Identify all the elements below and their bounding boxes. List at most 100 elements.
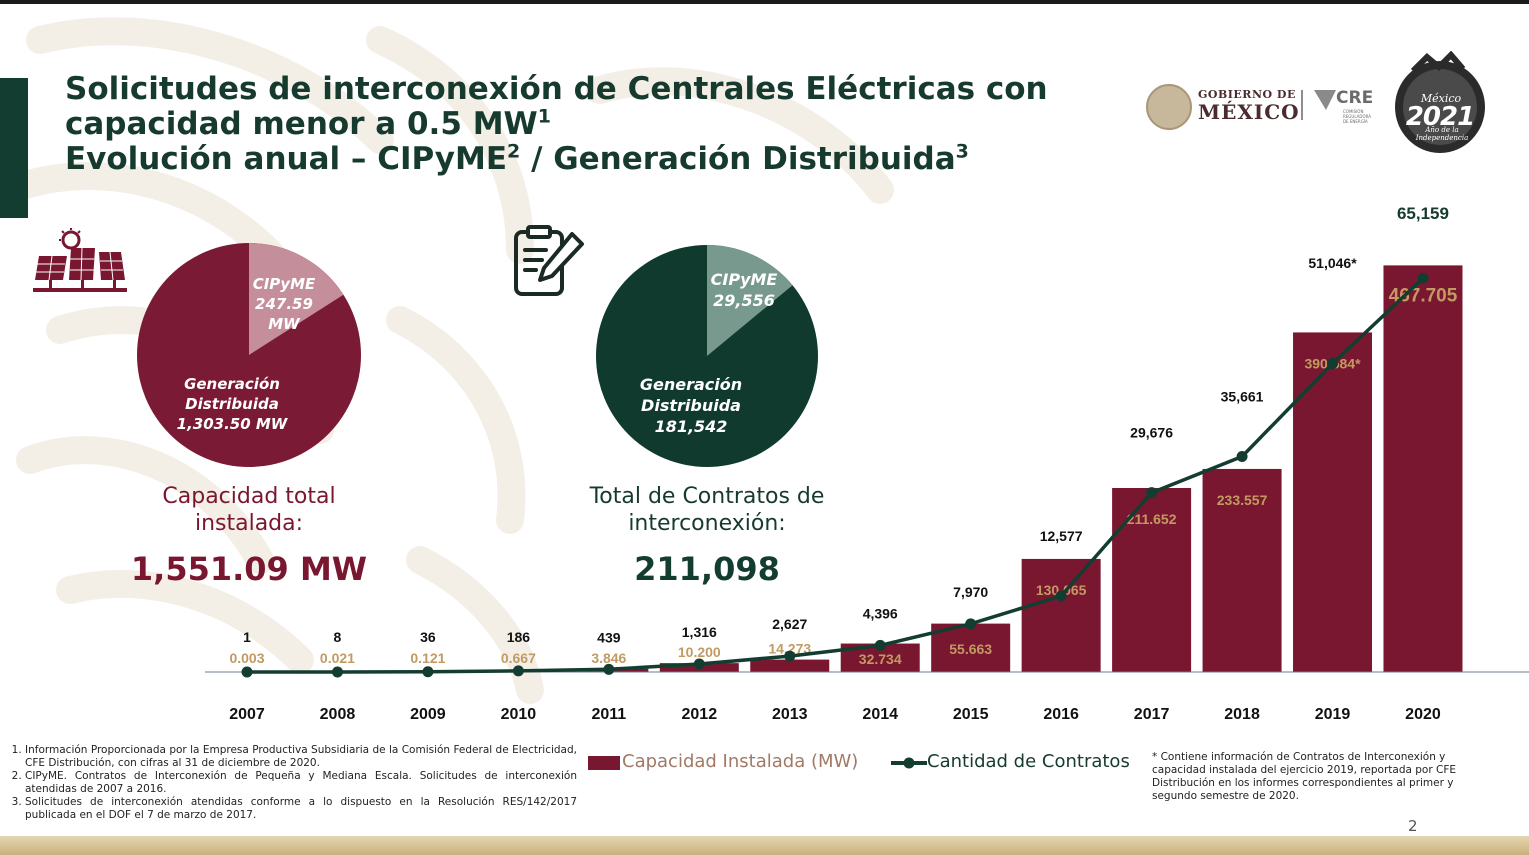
- top-border: [0, 0, 1529, 4]
- capacity-gd-name-2: Distribuida: [185, 395, 279, 413]
- bar-2019: [1293, 332, 1373, 672]
- title-line-1: Solicitudes de interconexión de Centrale…: [65, 71, 1048, 107]
- contracts-point-2012: [693, 658, 705, 670]
- cre-subtitle: COMISIÓN REGULADORA DE ENERGÍA: [1343, 109, 1371, 124]
- bar-value-label-2013: 14.273: [768, 641, 811, 657]
- bottom-band: [0, 836, 1529, 855]
- contracts-cipyme-name: CIPyME: [710, 270, 778, 289]
- contracts-point-2016: [1055, 590, 1067, 602]
- x-tick-label-2009: 2009: [410, 706, 446, 723]
- capacity-cipyme-value: 247.59: [255, 295, 313, 313]
- contracts-gd-name-1: Generación: [639, 375, 743, 394]
- title-line-2: capacidad menor a 0.5 MW: [65, 106, 538, 142]
- bar-value-label-2012: 10.200: [678, 644, 721, 660]
- title-line-3b: / Generación Distribuida: [520, 141, 956, 177]
- contracts-value-label-2019: 51,046*: [1308, 255, 1357, 271]
- badge-text-year: 2021: [1405, 102, 1475, 132]
- x-tick-label-2019: 2019: [1315, 706, 1351, 723]
- gobierno-de-text: GOBIERNO DE: [1198, 88, 1296, 101]
- contracts-value-label-2011: 439: [597, 629, 621, 645]
- bar-2018: [1202, 468, 1282, 672]
- contracts-cipyme-value: 29,556: [713, 291, 775, 310]
- footnote-3: Solicitudes de interconexión atendidas c…: [25, 796, 577, 822]
- contracts-gd-value: 181,542: [654, 417, 728, 436]
- bar-value-label-2017: 211.652: [1127, 511, 1177, 527]
- contracts-gd-name-2: Distribuida: [641, 396, 741, 415]
- contracts-point-2020: [1417, 272, 1429, 284]
- national-seal-icon: [1146, 84, 1192, 130]
- contracts-point-2010: [512, 665, 524, 677]
- x-tick-label-2012: 2012: [682, 706, 718, 723]
- bar-2020: [1383, 265, 1463, 672]
- bar-2016: [1021, 558, 1101, 672]
- bar-value-label-2011: 3.846: [591, 650, 626, 666]
- contracts-value-label-2020: 65,159: [1397, 204, 1449, 223]
- contract-document-icon: [514, 225, 584, 296]
- capacity-total-label: Capacidad total instalada:: [162, 484, 336, 536]
- contracts-value-label-2016: 12,577: [1040, 528, 1083, 544]
- capacity-cipyme-name: CIPyME: [252, 275, 316, 293]
- mexico-2021-badge: [1395, 51, 1485, 153]
- bar-value-label-2018: 233.557: [1217, 492, 1268, 508]
- contracts-value-label-2007: 1: [243, 629, 251, 645]
- bar-value-label-2009: 0.121: [410, 650, 445, 666]
- legend-bar-label: Capacidad Instalada (MW): [622, 751, 859, 772]
- contracts-point-2019: [1327, 358, 1339, 370]
- government-logos: GOBIERNO DE MÉXICO CRE COMISIÓN REGULADO…: [1146, 78, 1386, 134]
- capacity-pie-slice-cipyme: [249, 243, 344, 355]
- contracts-value-label-2010: 186: [507, 629, 531, 645]
- cre-logo-icon: [1314, 90, 1336, 110]
- solar-panel-icon: [33, 228, 127, 292]
- contracts-value-label-2014: 4,396: [863, 605, 898, 621]
- capacity-cipyme-unit: MW: [268, 315, 300, 333]
- contracts-point-2011: [603, 663, 615, 675]
- contracts-pie-gd-label: Generación Distribuida 181,542: [620, 374, 762, 437]
- bar-value-label-2010: 0.667: [501, 650, 536, 666]
- contracts-value-label-2009: 36: [420, 629, 436, 645]
- legend-line-swatch: [891, 757, 927, 769]
- bar-value-label-2020: 467.705: [1389, 285, 1458, 306]
- contracts-point-2009: [422, 666, 434, 678]
- contracts-value-label-2015: 7,970: [953, 584, 988, 600]
- legend-bar-swatch: [588, 756, 620, 770]
- badge-text-mexico: México: [1420, 92, 1462, 105]
- contracts-pie-slice-cipyme: [707, 245, 793, 356]
- contracts-point-2014: [874, 639, 886, 651]
- capacity-total-value: 1,551.09 MW: [130, 550, 368, 588]
- footnotes: Información Proporcionada por la Empresa…: [8, 744, 577, 822]
- capacity-gd-value: 1,303.50 MW: [176, 415, 288, 433]
- footnote-1: Información Proporcionada por la Empresa…: [25, 744, 577, 770]
- contracts-value-label-2008: 8: [334, 629, 342, 645]
- cre-logo-text: CRE: [1336, 88, 1374, 108]
- x-tick-label-2011: 2011: [591, 706, 626, 723]
- contracts-value-label-2012: 1,316: [682, 624, 717, 640]
- footnote-ref-3: 3: [955, 140, 969, 163]
- bar-2013: [750, 659, 830, 672]
- contracts-point-2017: [1146, 487, 1158, 499]
- contracts-point-2007: [241, 666, 253, 678]
- x-tick-label-2008: 2008: [320, 706, 356, 723]
- slide-title: Solicitudes de interconexión de Centrale…: [65, 72, 1048, 177]
- x-tick-label-2015: 2015: [953, 706, 989, 723]
- capacity-pie-cipyme-label: CIPyME 247.59 MW: [230, 274, 338, 334]
- bar-2017: [1112, 487, 1192, 672]
- contracts-series-line: [247, 277, 1425, 674]
- x-tick-label-2010: 2010: [501, 706, 537, 723]
- title-line-3a: Evolución anual – CIPyME: [65, 141, 508, 177]
- badge-text-subtitle: Año de la Independencia: [1415, 126, 1469, 142]
- x-tick-label-2017: 2017: [1134, 706, 1170, 723]
- title-accent-bar: [0, 78, 28, 218]
- contracts-pie-cipyme-label: CIPyME 29,556: [690, 269, 798, 311]
- bar-value-label-2015: 55.663: [949, 641, 992, 657]
- page-number: 2: [1408, 817, 1418, 835]
- contracts-total-value: 211,098: [634, 550, 780, 588]
- footnote-ref-1: 1: [537, 105, 551, 128]
- contracts-point-2015: [965, 618, 977, 630]
- legend-line-label: Cantidad de Contratos: [927, 751, 1130, 772]
- footnote-2: CIPyME. Contratos de Interconexión de Pe…: [25, 770, 577, 796]
- asterisk-note: * Contiene información de Contratos de I…: [1152, 751, 1457, 802]
- bar-value-label-2014: 32.734: [859, 651, 902, 667]
- x-tick-label-2007: 2007: [229, 706, 265, 723]
